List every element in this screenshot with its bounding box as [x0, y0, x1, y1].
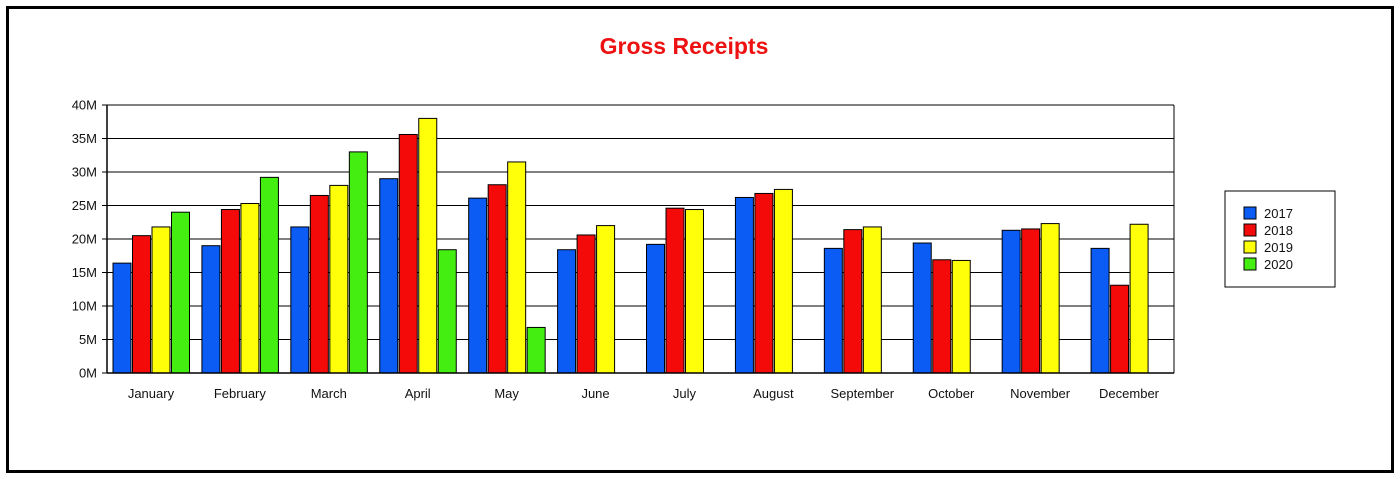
y-tick-label: 10M [72, 299, 97, 314]
bar-2018-september [843, 229, 863, 374]
x-tick-label: October [928, 386, 975, 401]
bar-2019-april [418, 117, 438, 374]
bar-2018-july [665, 207, 685, 374]
x-tick-label: December [1099, 386, 1160, 401]
bar-2019-february [240, 202, 260, 374]
bar-2017-june [557, 249, 577, 374]
y-tick-label: 15M [72, 265, 97, 280]
bar-2019-june [596, 225, 616, 374]
chart-title: Gross Receipts [600, 33, 769, 59]
bar-2017-january [112, 262, 132, 374]
x-tick-label: May [494, 386, 519, 401]
bar-2018-january [132, 235, 151, 374]
bars [112, 117, 1149, 374]
bar-2019-august [773, 188, 793, 374]
bar-2019-may [507, 161, 527, 374]
y-tick-label: 30M [72, 165, 97, 180]
bar-2018-april [398, 133, 418, 374]
legend-label-2019: 2019 [1264, 240, 1293, 255]
x-tick-label: July [673, 386, 697, 401]
bar-2017-december [1090, 247, 1110, 374]
y-tick-label: 0M [79, 366, 97, 381]
bar-2018-december [1110, 284, 1130, 374]
x-tick-label: June [581, 386, 609, 401]
bar-2019-september [862, 226, 882, 374]
bar-2019-november [1040, 223, 1060, 374]
x-tick-label: August [753, 386, 794, 401]
y-tick-label: 5M [79, 332, 97, 347]
x-tick-label: September [830, 386, 894, 401]
y-tick-label: 35M [72, 131, 97, 146]
bar-2019-december [1129, 223, 1149, 374]
bar-2020-february [259, 176, 279, 374]
y-tick-label: 40M [72, 98, 97, 113]
bar-2020-january [171, 211, 190, 374]
x-axis-tick-labels: January February March April May June July Augu… [128, 386, 1160, 401]
bar-2017-september [823, 247, 843, 374]
x-tick-label: January [128, 386, 175, 401]
bar-2017-july [646, 243, 665, 374]
bar-2018-may [487, 184, 507, 374]
bar-2019-march [329, 184, 349, 374]
x-tick-label: November [1010, 386, 1071, 401]
bar-2017-may [468, 197, 488, 374]
bar-2019-july [685, 209, 704, 374]
legend-swatch-2018 [1243, 223, 1257, 237]
x-tick-label: April [405, 386, 431, 401]
bar-2017-march [290, 226, 310, 374]
bar-2020-may [526, 326, 546, 374]
x-tick-label: March [311, 386, 347, 401]
legend-swatch-2020 [1243, 257, 1257, 271]
y-tick-label: 20M [72, 232, 97, 247]
bar-2018-august [754, 192, 774, 374]
bar-2017-october [912, 242, 932, 374]
bar-2017-august [734, 196, 754, 374]
x-tick-label: February [214, 386, 267, 401]
legend-label-2017: 2017 [1264, 206, 1293, 221]
legend-swatch-2017 [1243, 206, 1257, 220]
y-axis-tick-labels: 0M 5M 10M 15M 20M 25M 30M 35M 40M [72, 98, 97, 381]
bar-2018-june [576, 234, 596, 374]
legend-box [1224, 190, 1336, 288]
bar-2018-march [309, 194, 329, 374]
bar-2018-february [220, 209, 240, 374]
bar-2017-november [1001, 229, 1021, 374]
bar-2019-october [951, 259, 971, 374]
legend-label-2018: 2018 [1264, 223, 1293, 238]
bar-2020-april [437, 249, 457, 374]
y-tick-label: 25M [72, 198, 97, 213]
bar-2017-february [201, 245, 221, 374]
bar-2018-november [1021, 228, 1041, 374]
bar-2019-january [151, 226, 171, 374]
bar-2020-march [348, 151, 368, 374]
legend-swatch-2019 [1243, 240, 1257, 254]
bar-2018-october [932, 259, 952, 374]
legend: 2017 2018 2019 2020 [1224, 190, 1336, 288]
legend-label-2020: 2020 [1264, 257, 1293, 272]
bar-2017-april [379, 178, 399, 374]
grid-lines [107, 104, 1174, 340]
axes [102, 104, 1175, 374]
